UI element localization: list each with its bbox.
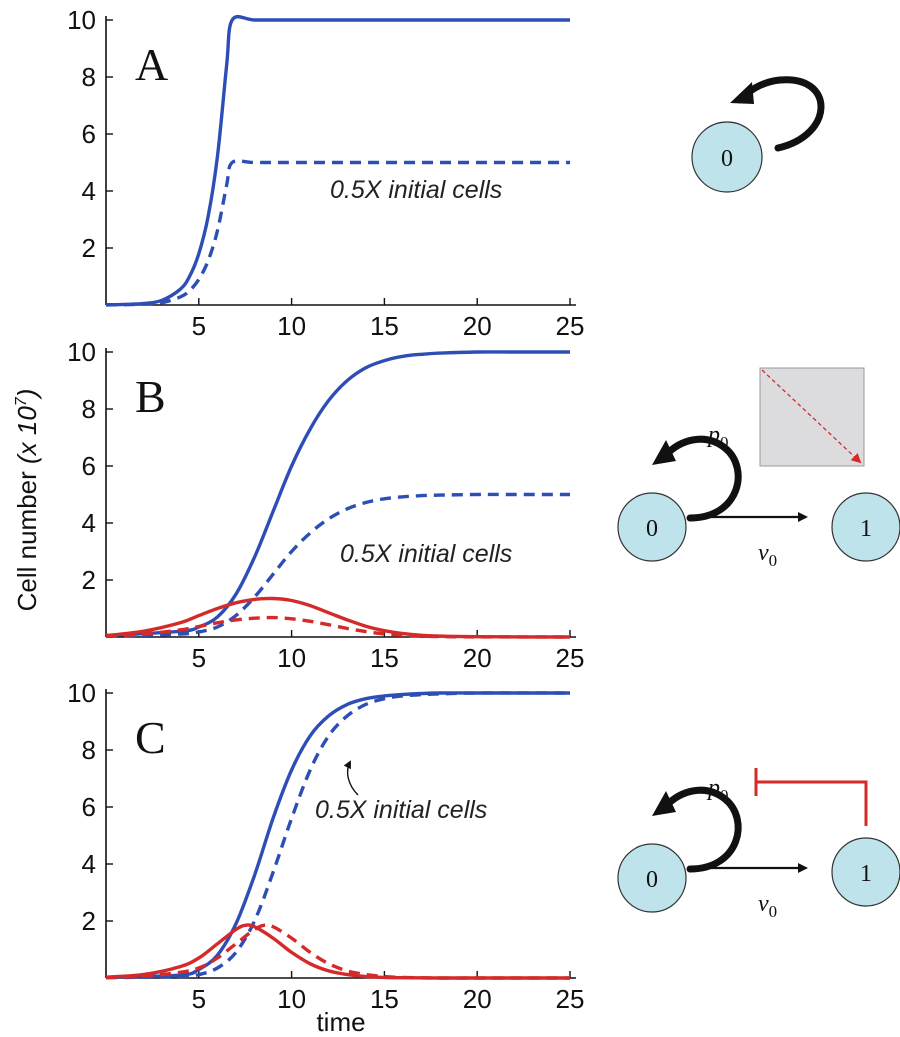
panel-b: 2 4 6 8 10 5 10 15 20 25 B 0.5X initial cells (67, 337, 584, 673)
self-renewal-arrow-b (662, 435, 742, 522)
series-blue-solid (105, 691, 570, 980)
series-blue-solid (105, 350, 570, 638)
y-tick-label: 4 (82, 508, 96, 538)
x-tick-label: 15 (370, 311, 399, 341)
progenitor-node-c (831, 837, 900, 907)
self-renewal-arrow-c (662, 786, 742, 873)
panel-letter: A (135, 39, 168, 90)
y-tick-label: 6 (82, 119, 96, 149)
panel-a: 2 4 6 8 10 5 10 15 20 25 A 0.5X initial cells (67, 5, 584, 341)
annotation-label: 0.5X initial cells (315, 796, 487, 824)
y-tick-label: 2 (82, 233, 96, 263)
y-tick-label: 8 (82, 735, 96, 765)
x-tick-label: 5 (192, 643, 206, 673)
stem-node-c (617, 843, 687, 913)
stem-node-a (691, 121, 763, 193)
x-tick-label: 5 (192, 984, 206, 1014)
progenitor-node-label-b: 1 (860, 516, 872, 542)
stem-node-b (617, 492, 687, 562)
stem-node-label-a: 0 (721, 146, 733, 172)
x-tick-label: 25 (556, 311, 585, 341)
progenitor-node-b (831, 492, 900, 562)
y-tick-label: 8 (82, 62, 96, 92)
y-tick-label: 2 (82, 906, 96, 936)
series-blue-solid (105, 14, 570, 307)
progenitor-node-label-c: 1 (860, 861, 872, 887)
feedback-inset-line (761, 369, 862, 464)
y-tick-label: 6 (82, 451, 96, 481)
x-tick-label: 10 (277, 643, 306, 673)
y-tick-label: 4 (82, 176, 96, 206)
self-renewal-arrowhead-a (730, 82, 754, 104)
x-tick-label: 20 (463, 643, 492, 673)
y-tick-label: 10 (67, 5, 96, 35)
v0-label-c: v0 (758, 891, 777, 921)
annotation-label: 0.5X initial cells (340, 540, 512, 568)
x-tick-label: 20 (463, 984, 492, 1014)
annotation-arrow (343, 760, 359, 796)
x-tick-label: 10 (277, 311, 306, 341)
p0-label-b: p0 (706, 422, 729, 452)
x-tick-label: 15 (370, 984, 399, 1014)
y-tick-label: 10 (67, 678, 96, 708)
panel-c: 2 4 6 8 10 5 10 15 20 25 C 0.5X initial cells (67, 678, 584, 1014)
diagram-a: 0 (691, 76, 825, 193)
stem-node-label-b: 0 (646, 516, 658, 542)
diagram-c: 0 1 p0 v0 (617, 768, 900, 921)
series-blue-dashed (105, 159, 570, 307)
self-renewal-arrowhead-b (652, 440, 676, 465)
x-axis-title: time (316, 1007, 365, 1037)
series-red-dashed (105, 615, 571, 639)
x-tick-label: 25 (556, 984, 585, 1014)
diagram-b: 0 1 p0 v0 (617, 367, 900, 570)
y-tick-label: 8 (82, 394, 96, 424)
y-tick-label: 10 (67, 337, 96, 367)
panel-letter: B (135, 371, 166, 422)
feedback-inhibition-line (756, 780, 868, 826)
series-red-solid (105, 596, 571, 639)
stem-node-label-c: 0 (646, 867, 658, 893)
x-tick-label: 5 (192, 311, 206, 341)
y-tick-label: 6 (82, 792, 96, 822)
feedback-inset-box (759, 367, 865, 467)
x-tick-label: 20 (463, 311, 492, 341)
annotation-label: 0.5X initial cells (330, 176, 502, 204)
self-renewal-arrowhead-c (652, 791, 676, 816)
series-blue-dashed (105, 492, 570, 639)
x-tick-label: 10 (277, 984, 306, 1014)
series-red-dashed (105, 923, 570, 980)
series-red-solid (105, 923, 570, 980)
p0-label-c: p0 (706, 775, 729, 805)
v0-label-b: v0 (758, 540, 777, 570)
x-tick-label: 25 (556, 643, 585, 673)
x-tick-label: 15 (370, 643, 399, 673)
y-tick-label: 4 (82, 849, 96, 879)
y-axis-title: Cell number (x 107) (12, 389, 42, 612)
y-tick-label: 2 (82, 565, 96, 595)
series-blue-dashed (105, 691, 571, 980)
panel-letter: C (135, 712, 166, 763)
